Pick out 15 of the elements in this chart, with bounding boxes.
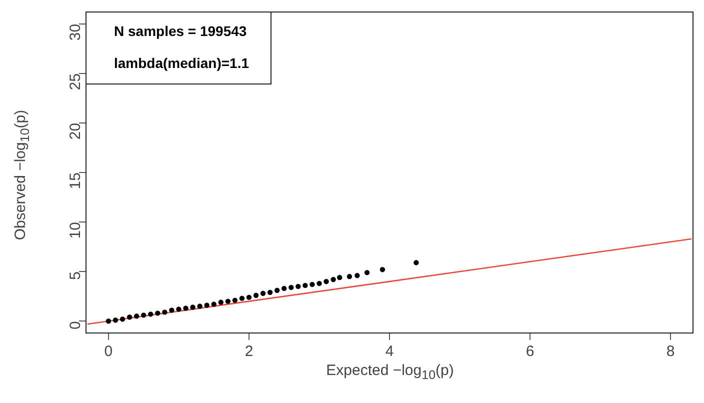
x-axis-title: Expected −log$_{10}$(p) <box>326 362 454 382</box>
y-tick-label: 25 <box>67 73 84 90</box>
y-tick-label: 20 <box>67 122 84 140</box>
y-tick-label: 15 <box>67 172 84 190</box>
annotation: N samples = 199543 <box>114 22 247 39</box>
x-tick-label: 8 <box>666 343 675 360</box>
x-tick-label: 4 <box>385 343 394 360</box>
y-tick-label: 5 <box>67 272 84 280</box>
x-tick-label: 2 <box>244 343 254 360</box>
x-tick-label: 6 <box>526 343 534 360</box>
y-tick-label: 30 <box>67 24 84 41</box>
y-tick-label: 0 <box>67 321 84 330</box>
x-tick-label: 0 <box>104 343 113 360</box>
y-tick-label: 10 <box>67 222 84 239</box>
annotation: lambda(median)=1.1 <box>114 54 250 71</box>
